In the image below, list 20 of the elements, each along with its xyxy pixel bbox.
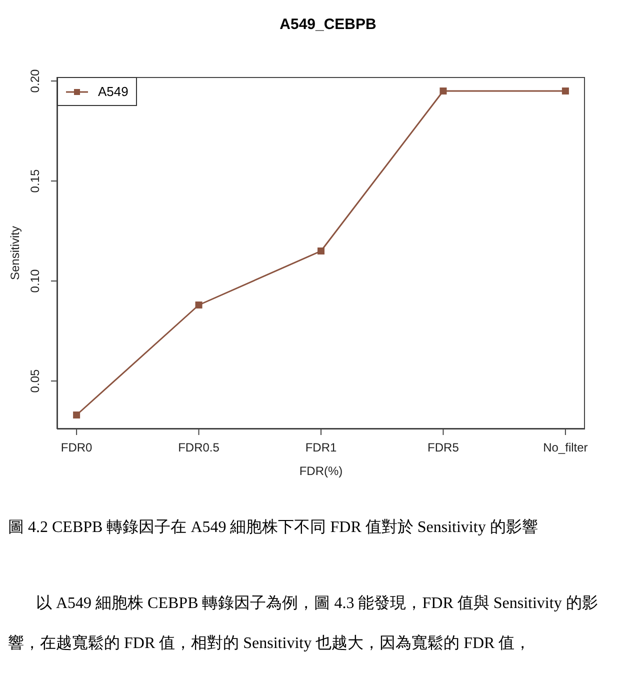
caption: 圖 4.2 CEBPB 轉錄因子在 A549 細胞株下不同 FDR 值對於 Sensitivity 的影響 — [8, 518, 539, 538]
x-tick-label: FDR1 — [305, 440, 337, 455]
x-tick-label: No_filter — [543, 440, 588, 455]
text: 以 A549 細胞株 CEBPB 轉錄因子為例，圖 4.3 能發現，FDR 值與 Sensitivity 的影響，在越寬鬆的 FDR 值，相對的 Sensitivity 也越大，因為寬鬆的 FDR 值， — [8, 595, 598, 652]
y-tick-label: 0.05 — [28, 369, 42, 393]
point — [73, 412, 80, 418]
chart-title: A549_CEBPB — [278, 16, 378, 33]
point — [562, 88, 569, 94]
x-axis-title: FDR(%) — [299, 464, 343, 478]
y-tick-label: 0.10 — [28, 269, 42, 293]
y-tick-label: 0.15 — [28, 169, 42, 193]
y-tick-label: 0.20 — [28, 69, 42, 93]
point — [318, 248, 324, 254]
x-tick-label: FDR5 — [428, 440, 460, 455]
x-tick-label: FDR0 — [60, 440, 93, 455]
point — [440, 88, 447, 94]
y-axis-title: Sensitivity — [8, 226, 22, 280]
legend-label: A549 — [98, 84, 128, 99]
x-tick-label: FDR0.5 — [178, 440, 220, 455]
point — [195, 302, 202, 308]
